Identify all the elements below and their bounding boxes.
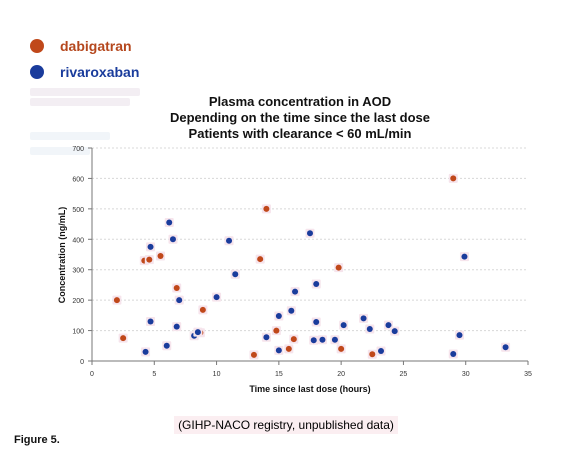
- data-point-rivaroxaban: [142, 348, 149, 355]
- y-tick-label: 0: [80, 359, 84, 366]
- data-point-rivaroxaban: [450, 351, 457, 358]
- y-tick-label: 200: [72, 298, 84, 305]
- data-point-dabigatran: [257, 256, 264, 263]
- y-tick-label: 500: [72, 207, 84, 214]
- data-point-rivaroxaban: [173, 323, 180, 330]
- data-point-rivaroxaban: [288, 307, 295, 314]
- data-point-rivaroxaban: [213, 294, 220, 301]
- data-point-dabigatran: [285, 345, 292, 352]
- data-point-rivaroxaban: [502, 344, 509, 351]
- data-point-rivaroxaban: [163, 342, 170, 349]
- data-point-dabigatran: [120, 335, 127, 342]
- data-point-dabigatran: [263, 205, 270, 212]
- data-point-rivaroxaban: [378, 347, 385, 354]
- x-tick-label: 5: [152, 371, 156, 378]
- x-tick-label: 0: [90, 371, 94, 378]
- legend-label-rivaroxaban: rivaroxaban: [60, 64, 140, 80]
- data-point-rivaroxaban: [232, 271, 239, 278]
- data-point-rivaroxaban: [226, 237, 233, 244]
- legend-item-rivaroxaban: rivaroxaban: [30, 62, 139, 82]
- legend-label-dabigatran: dabigatran: [60, 38, 132, 54]
- x-tick-label: 15: [275, 371, 283, 378]
- data-point-rivaroxaban: [147, 318, 154, 325]
- data-point-rivaroxaban: [194, 329, 201, 336]
- data-point-rivaroxaban: [331, 336, 338, 343]
- y-tick-label: 100: [72, 329, 84, 336]
- x-tick-label: 20: [337, 371, 345, 378]
- source-note-text: (GIHP-NACO registry, unpublished data): [174, 416, 398, 434]
- x-tick-label: 30: [462, 371, 470, 378]
- data-point-rivaroxaban: [456, 332, 463, 339]
- data-point-dabigatran: [113, 297, 120, 304]
- legend-item-dabigatran: dabigatran: [30, 36, 132, 56]
- data-point-rivaroxaban: [263, 334, 270, 341]
- y-tick-label: 700: [72, 146, 84, 153]
- x-tick-label: 25: [400, 371, 408, 378]
- x-tick-label: 35: [524, 371, 532, 378]
- x-tick-label: 10: [213, 371, 221, 378]
- data-point-rivaroxaban: [307, 230, 313, 237]
- data-point-rivaroxaban: [176, 297, 183, 304]
- faded-legend-artifact: [30, 147, 90, 155]
- data-point-dabigatran: [335, 264, 342, 271]
- data-point-dabigatran: [250, 351, 257, 358]
- figure-label: Figure 5.: [14, 434, 60, 446]
- faded-legend-artifact: [30, 98, 130, 106]
- legend-marker-dabigatran: [30, 39, 44, 53]
- data-point-dabigatran: [157, 253, 164, 260]
- data-point-rivaroxaban: [313, 281, 320, 288]
- data-point-rivaroxaban: [169, 236, 176, 243]
- y-tick-label: 400: [72, 237, 84, 244]
- y-axis-label: Concentration (ng/mL): [57, 207, 67, 304]
- chart-subtitle-2: Patients with clearance < 60 mL/min: [188, 126, 412, 141]
- data-point-rivaroxaban: [360, 315, 367, 322]
- data-point-dabigatran: [338, 345, 345, 352]
- data-point-rivaroxaban: [313, 319, 320, 326]
- data-point-rivaroxaban: [292, 288, 299, 295]
- data-point-rivaroxaban: [275, 347, 282, 354]
- source-note: (GIHP-NACO registry, unpublished data): [0, 416, 572, 434]
- x-axis-label: Time since last dose (hours): [249, 384, 370, 394]
- data-point-rivaroxaban: [340, 322, 347, 329]
- chart-title: Plasma concentration in AOD: [208, 94, 392, 109]
- faded-legend-artifact: [30, 132, 110, 140]
- data-point-dabigatran: [173, 284, 180, 291]
- y-tick-label: 300: [72, 268, 84, 275]
- faded-legend-artifact: [30, 88, 140, 96]
- chart-subtitle-1: Depending on the time since the last dos…: [169, 110, 431, 125]
- y-tick-label: 600: [72, 176, 84, 183]
- data-point-rivaroxaban: [310, 337, 317, 344]
- data-point-rivaroxaban: [366, 326, 373, 333]
- data-point-dabigatran: [450, 175, 457, 182]
- legend-marker-rivaroxaban: [30, 65, 44, 79]
- chart-title-block: Plasma concentration in AOD Depending on…: [160, 94, 440, 142]
- data-point-rivaroxaban: [391, 328, 398, 335]
- data-point-rivaroxaban: [461, 253, 468, 260]
- data-point-dabigatran: [199, 306, 206, 313]
- data-point-rivaroxaban: [166, 219, 173, 226]
- data-point-rivaroxaban: [385, 322, 392, 329]
- data-point-rivaroxaban: [275, 312, 282, 319]
- data-point-dabigatran: [146, 256, 153, 263]
- data-point-dabigatran: [273, 327, 280, 334]
- data-point-rivaroxaban: [147, 243, 154, 250]
- data-point-dabigatran: [290, 336, 297, 343]
- data-point-rivaroxaban: [319, 336, 326, 343]
- data-point-dabigatran: [369, 351, 376, 358]
